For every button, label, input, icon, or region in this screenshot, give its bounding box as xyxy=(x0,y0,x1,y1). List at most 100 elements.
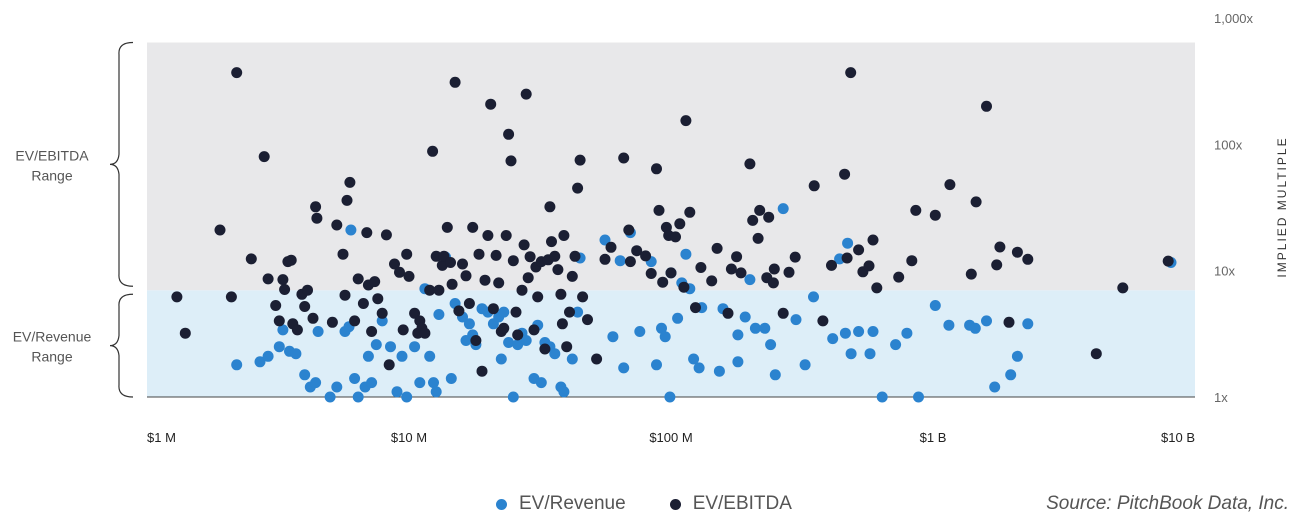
ev-revenue-point xyxy=(463,318,475,330)
revenue-range-label: Range xyxy=(31,349,72,365)
ev-ebitda-point xyxy=(310,201,322,213)
y-tick-label: 1x xyxy=(1214,390,1228,405)
ev-ebitda-point xyxy=(653,204,665,216)
legend-item-ev-ebitda: EV/EBITDA xyxy=(669,493,792,515)
ev-ebitda-point xyxy=(397,324,409,336)
ev-ebitda-point xyxy=(522,272,534,284)
ev-ebitda-point xyxy=(752,232,764,244)
ev-ebitda-point xyxy=(754,204,766,216)
ev-ebitda-point xyxy=(783,266,795,278)
ev-revenue-point xyxy=(839,327,851,339)
ev-revenue-point xyxy=(507,391,519,403)
ev-revenue-point xyxy=(1022,318,1034,330)
ev-revenue-point xyxy=(808,291,819,303)
ev-revenue-point xyxy=(929,300,941,311)
ev-revenue-point xyxy=(799,359,811,371)
ev-ebitda-point xyxy=(528,324,540,336)
ev-ebitda-point xyxy=(311,212,323,224)
ev-revenue-point xyxy=(901,327,913,339)
ev-revenue-point xyxy=(777,203,789,215)
ev-revenue-point xyxy=(749,322,761,334)
ev-ebitda-point xyxy=(970,196,982,208)
ev-revenue-point xyxy=(981,315,992,327)
ev-ebitda-point xyxy=(556,318,568,330)
ev-revenue-point xyxy=(498,306,510,318)
ev-ebitda-point xyxy=(841,252,853,264)
ev-ebitda-point xyxy=(372,293,384,305)
band-ev-revenue xyxy=(147,290,1195,397)
ev-ebitda-point xyxy=(725,263,737,275)
ev-ebitda-point xyxy=(910,204,922,216)
ev-ebitda-point xyxy=(768,263,780,275)
ev-ebitda-point xyxy=(394,266,405,278)
ev-ebitda-point xyxy=(473,248,485,260)
ev-ebitda-point xyxy=(341,194,353,206)
ev-ebitda-point xyxy=(1022,253,1034,265)
ev-ebitda-point xyxy=(389,258,400,270)
ev-revenue-point xyxy=(312,326,324,337)
ev-ebitda-point xyxy=(326,316,338,328)
ev-ebitda-point xyxy=(427,145,439,157)
ev-ebitda-point xyxy=(735,267,747,279)
ev-ebitda-point xyxy=(279,284,291,295)
ev-revenue-point xyxy=(362,350,374,362)
ev-ebitda-point xyxy=(441,221,453,233)
ev-ebitda-point xyxy=(618,152,630,164)
ev-ebitda-point xyxy=(485,98,497,110)
ev-ebitda-point xyxy=(331,219,343,231)
ev-ebitda-point xyxy=(457,258,468,270)
ev-ebitda-point xyxy=(695,262,707,273)
ev-ebitda-point xyxy=(566,270,578,282)
ev-revenue-point xyxy=(759,322,771,334)
ev-ebitda-point xyxy=(339,289,351,301)
range-bands xyxy=(147,42,1195,397)
ev-revenue-point xyxy=(739,311,751,323)
ev-revenue-point xyxy=(659,331,671,343)
ev-ebitda-point xyxy=(245,253,257,265)
y-tick-label: 1,000x xyxy=(1214,11,1254,26)
ev-ebitda-point xyxy=(277,274,289,286)
ev-ebitda-point xyxy=(349,315,361,327)
ev-revenue-point xyxy=(790,314,802,326)
ev-revenue-point xyxy=(331,381,343,393)
ev-ebitda-point xyxy=(623,224,635,236)
x-tick-label: $10 B xyxy=(1161,430,1195,445)
ev-ebitda-point xyxy=(853,244,865,256)
ev-ebitda-point xyxy=(357,298,369,309)
ev-revenue-point xyxy=(409,341,421,353)
ev-revenue-point xyxy=(549,348,561,360)
ev-ebitda-point xyxy=(291,324,303,336)
ev-ebitda-point xyxy=(376,307,388,319)
ev-ebitda-point xyxy=(270,300,282,311)
ev-revenue-point xyxy=(273,341,285,353)
ev-ebitda-point xyxy=(817,315,829,327)
ev-ebitda-point xyxy=(503,128,515,140)
ev-revenue-point xyxy=(520,335,532,346)
ev-ebitda-point xyxy=(572,182,584,194)
ev-revenue-point xyxy=(424,350,436,362)
ev-ebitda-point xyxy=(944,179,956,191)
ebitda-range-bracket xyxy=(109,41,134,287)
ev-revenue-point xyxy=(310,377,322,389)
ev-ebitda-point xyxy=(546,236,557,248)
ev-ebitda-point xyxy=(640,250,652,262)
ev-ebitda-point xyxy=(498,322,510,334)
y-axis-ticks: 1,000x 100x 10x 1x xyxy=(1214,11,1254,405)
ev-revenue-point xyxy=(370,339,382,351)
ev-revenue-point xyxy=(864,348,876,360)
ev-ebitda-point xyxy=(262,273,274,285)
ev-ebitda-point xyxy=(369,276,381,288)
ev-ebitda-point xyxy=(463,298,475,309)
ev-ebitda-point xyxy=(383,359,395,371)
ev-revenue-point xyxy=(376,315,388,327)
ev-ebitda-point xyxy=(512,329,524,341)
ev-revenue-point xyxy=(277,324,289,336)
ev-ebitda-point xyxy=(1011,246,1023,258)
ev-ebitda-point xyxy=(225,291,237,303)
ev-ebitda-point xyxy=(552,264,564,276)
ev-revenue-point xyxy=(634,326,646,337)
ev-revenue-point xyxy=(290,348,302,360)
ev-ebitda-point xyxy=(680,115,692,127)
revenue-range-bracket xyxy=(109,293,134,398)
ev-ebitda-point xyxy=(731,251,743,263)
